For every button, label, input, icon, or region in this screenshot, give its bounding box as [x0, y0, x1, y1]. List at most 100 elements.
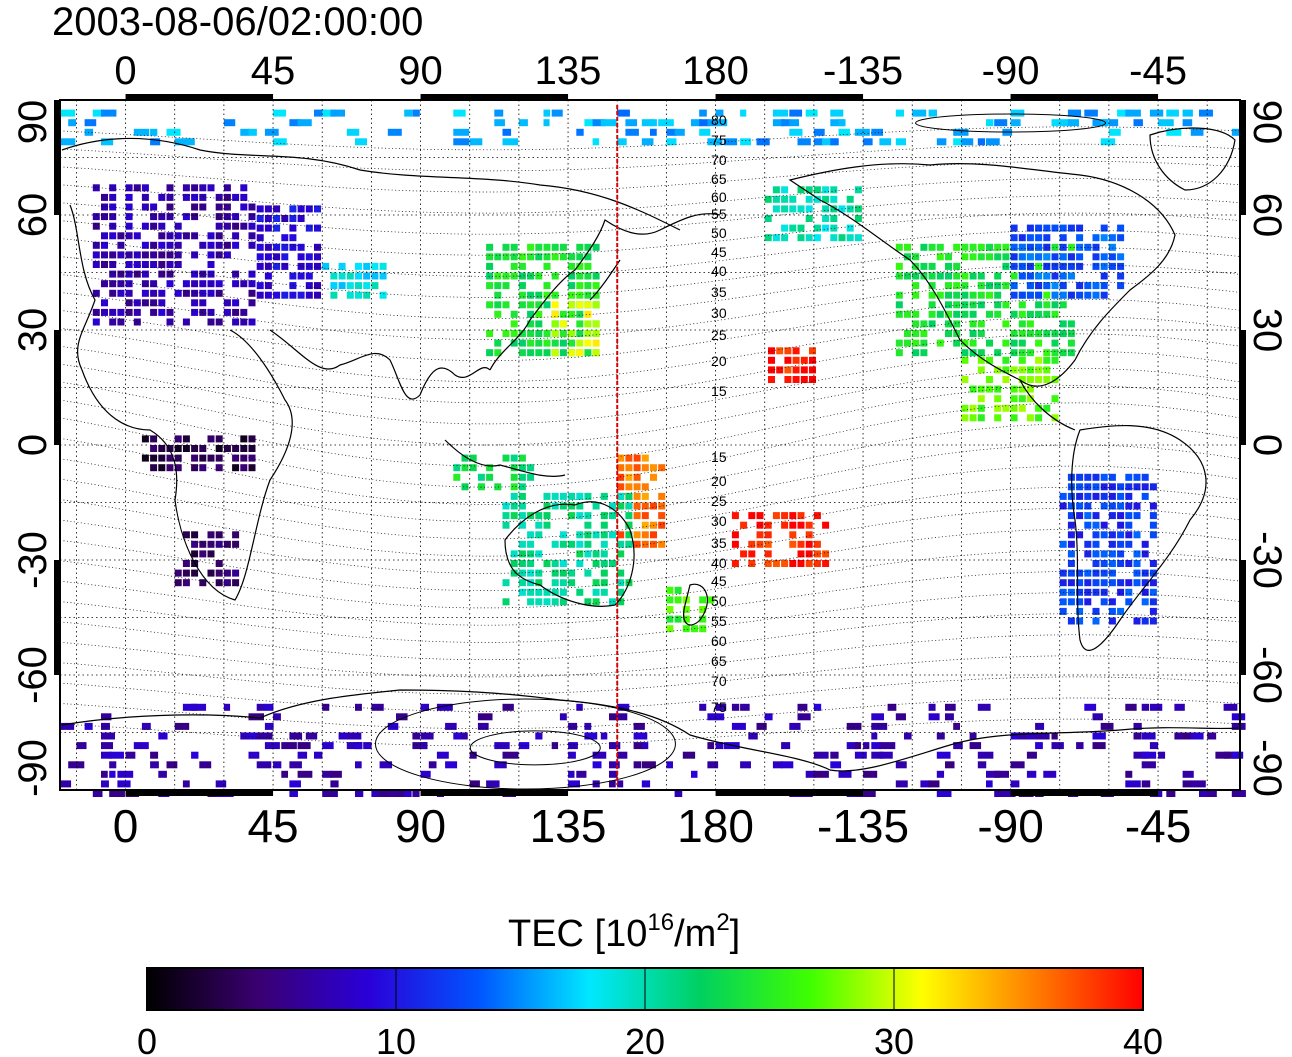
tec-cell-14: [1035, 253, 1043, 261]
tec-cell-15: [1149, 598, 1157, 606]
tec-cell-0: [92, 318, 100, 326]
tec-cell-1: [264, 215, 272, 222]
tec-cell-13: [1010, 395, 1018, 403]
tec-cell-3: [510, 243, 518, 251]
tec-cell-3: [592, 291, 600, 299]
tec-cell-0: [141, 280, 149, 288]
tec-cell-13: [977, 366, 985, 374]
tec-cell-0: [166, 261, 174, 268]
tec-cell-9: [609, 512, 616, 520]
tec-cell-3: [568, 291, 576, 299]
contour-line: [59, 465, 1241, 540]
tec-cell-13: [994, 395, 1002, 403]
tec-cell-12: [1067, 339, 1075, 347]
tec-cell-18: [707, 742, 715, 750]
tec-cell-2: [338, 262, 346, 270]
tec-cell-13: [961, 356, 969, 364]
tec-cell-19: [469, 138, 483, 146]
tec-cell-3: [527, 349, 535, 357]
tec-cell-14: [1035, 234, 1043, 242]
tec-cell-14: [1026, 234, 1034, 242]
tec-cell-19: [674, 128, 685, 136]
tec-cell-3: [510, 339, 518, 347]
tec-cell-19: [1010, 119, 1021, 127]
tec-cell-3: [510, 272, 518, 280]
tec-cell-9: [576, 550, 584, 558]
tec-cell-15: [1117, 531, 1125, 539]
tec-cell-3: [502, 253, 510, 261]
tec-cell-15: [1108, 560, 1116, 567]
tec-cell-0: [158, 193, 166, 201]
tec-cell-8: [805, 521, 813, 529]
colorbar-ticks: 0 10 20 30 40: [137, 968, 1163, 1057]
tec-cell-15: [1092, 569, 1100, 577]
tec-cell-11: [822, 224, 830, 232]
tec-cell-19: [592, 119, 606, 127]
tec-cell-6: [658, 492, 666, 500]
tec-cell-7: [792, 356, 800, 364]
contour-label: 30: [711, 305, 727, 321]
tec-cell-0: [166, 184, 174, 192]
tec-cell-9: [518, 560, 526, 567]
tec-cell-14: [1051, 282, 1059, 290]
tec-cell-12: [961, 301, 969, 309]
tec-cell-11: [781, 224, 789, 232]
tec-cell-18: [387, 790, 398, 797]
tec-cell-12: [912, 310, 920, 318]
tec-cell-9: [551, 569, 559, 577]
map-title: 2003-08-06/02:00:00: [52, 0, 423, 44]
tec-cell-15: [1067, 579, 1075, 587]
tec-cell-18: [445, 761, 458, 769]
tec-cell-0: [101, 213, 108, 221]
contour-line: [59, 655, 1241, 695]
tec-cell-6: [641, 464, 649, 472]
tec-cell-3: [576, 253, 584, 261]
tec-cell-0: [174, 289, 182, 297]
tec-cell-18: [871, 722, 888, 730]
tec-cell-19: [346, 128, 360, 136]
tec-cell-9: [568, 512, 576, 520]
tec-cell-18: [1035, 722, 1045, 730]
tec-cell-18: [568, 780, 580, 788]
tec-cell-8: [797, 512, 805, 520]
tec-cell-18: [420, 742, 428, 750]
tec-cell-6: [617, 531, 625, 539]
tec-cell-15: [1092, 492, 1100, 500]
tec-cell-15: [1076, 569, 1084, 577]
tec-cell-0: [191, 203, 199, 211]
tec-cell-12: [961, 282, 969, 290]
contour-label: 20: [711, 473, 727, 489]
tec-cell-4: [584, 339, 592, 347]
tec-cell-0: [232, 299, 240, 307]
tec-cell-19: [150, 128, 158, 136]
tec-cell-18: [568, 742, 578, 750]
tec-cell-18: [182, 703, 198, 711]
tec-cell-8: [781, 521, 789, 529]
tec-cell-12: [912, 272, 920, 280]
tec-cell-1: [297, 272, 305, 280]
tec-cell-19: [600, 119, 617, 127]
tec-cell-12: [969, 272, 977, 280]
tec-cell-11: [797, 205, 805, 213]
tec-cell-12: [986, 282, 993, 290]
tec-cell-19: [1190, 128, 1204, 136]
tec-cell-9: [592, 550, 600, 558]
tec-cell-12: [1043, 291, 1051, 299]
tec-cell-14: [1059, 234, 1067, 242]
tec-cell-9: [535, 569, 543, 577]
contour-label: 50: [711, 225, 727, 241]
tec-cell-0: [174, 261, 182, 268]
tec-cell-18: [428, 761, 437, 769]
tec-cell-9: [559, 588, 567, 596]
tec-cell-9: [559, 502, 567, 510]
tec-cell-12: [1059, 320, 1067, 328]
tec-cell-19: [641, 119, 653, 127]
tec-cell-19: [264, 128, 279, 136]
tec-cell-13: [994, 366, 1002, 374]
tec-cell-9: [510, 550, 518, 558]
tec-cell-11: [789, 195, 797, 203]
tec-cell-18: [281, 742, 297, 750]
tec-cell-4: [576, 301, 584, 309]
tec-cell-19: [715, 109, 724, 117]
frame-bar: [1010, 791, 1159, 796]
